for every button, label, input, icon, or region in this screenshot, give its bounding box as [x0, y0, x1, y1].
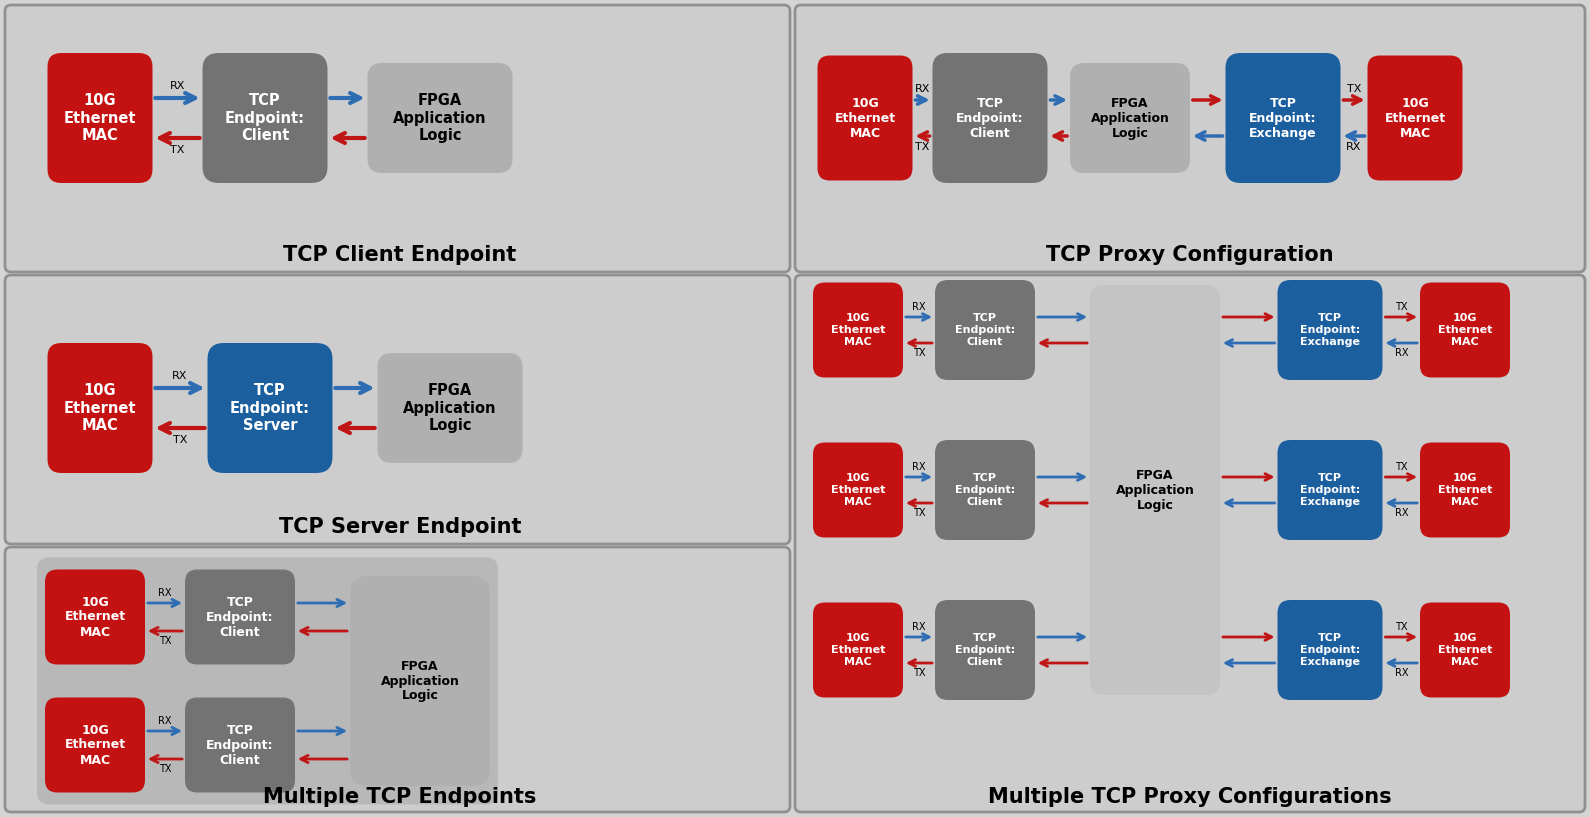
- Text: 10G
Ethernet
MAC: 10G Ethernet MAC: [64, 383, 137, 433]
- FancyBboxPatch shape: [1367, 56, 1463, 181]
- FancyBboxPatch shape: [935, 600, 1035, 700]
- Text: TCP
Endpoint:
Client: TCP Endpoint: Client: [226, 93, 305, 143]
- FancyBboxPatch shape: [5, 5, 790, 272]
- Text: TX: TX: [1394, 462, 1407, 472]
- Text: RX: RX: [159, 588, 172, 598]
- FancyBboxPatch shape: [1277, 600, 1382, 700]
- Text: 10G
Ethernet
MAC: 10G Ethernet MAC: [64, 93, 137, 143]
- Text: TX: TX: [1394, 622, 1407, 632]
- Text: TX: TX: [159, 636, 172, 646]
- Text: FPGA
Application
Logic: FPGA Application Logic: [1116, 468, 1194, 511]
- FancyBboxPatch shape: [377, 353, 523, 463]
- Text: TCP
Endpoint:
Server: TCP Endpoint: Server: [231, 383, 310, 433]
- Text: 10G
Ethernet
MAC: 10G Ethernet MAC: [832, 314, 886, 346]
- Text: RX: RX: [913, 462, 925, 472]
- Text: TCP Server Endpoint: TCP Server Endpoint: [278, 517, 522, 537]
- Text: 10G
Ethernet
MAC: 10G Ethernet MAC: [65, 724, 126, 766]
- FancyBboxPatch shape: [795, 5, 1585, 272]
- FancyBboxPatch shape: [812, 443, 903, 538]
- FancyBboxPatch shape: [812, 602, 903, 698]
- Text: RX: RX: [913, 302, 925, 312]
- Text: 10G
Ethernet
MAC: 10G Ethernet MAC: [1437, 633, 1491, 667]
- FancyBboxPatch shape: [1420, 283, 1510, 377]
- Text: RX: RX: [1394, 508, 1409, 518]
- Text: FPGA
Application
Logic: FPGA Application Logic: [393, 93, 487, 143]
- Text: 10G
Ethernet
MAC: 10G Ethernet MAC: [835, 96, 895, 140]
- FancyBboxPatch shape: [1070, 63, 1189, 173]
- FancyBboxPatch shape: [5, 275, 790, 544]
- Text: TCP
Endpoint:
Client: TCP Endpoint: Client: [956, 473, 1014, 507]
- FancyBboxPatch shape: [1277, 280, 1382, 380]
- Text: TX: TX: [1347, 84, 1361, 94]
- FancyBboxPatch shape: [1226, 53, 1340, 183]
- Text: TCP
Endpoint:
Client: TCP Endpoint: Client: [207, 596, 273, 639]
- Text: TX: TX: [913, 348, 925, 358]
- Text: 10G
Ethernet
MAC: 10G Ethernet MAC: [832, 633, 886, 667]
- Text: Multiple TCP Endpoints: Multiple TCP Endpoints: [264, 787, 537, 807]
- FancyBboxPatch shape: [812, 283, 903, 377]
- Text: TX: TX: [913, 508, 925, 518]
- FancyBboxPatch shape: [184, 569, 296, 664]
- Text: TCP Proxy Configuration: TCP Proxy Configuration: [1046, 245, 1334, 265]
- Text: TX: TX: [916, 142, 930, 152]
- Text: 10G
Ethernet
MAC: 10G Ethernet MAC: [1437, 473, 1491, 507]
- Text: TCP
Endpoint:
Exchange: TCP Endpoint: Exchange: [1301, 314, 1359, 346]
- Text: RX: RX: [170, 81, 184, 91]
- FancyBboxPatch shape: [795, 275, 1585, 812]
- Text: RX: RX: [172, 371, 188, 381]
- Text: TX: TX: [1394, 302, 1407, 312]
- FancyBboxPatch shape: [48, 53, 153, 183]
- FancyBboxPatch shape: [5, 547, 790, 812]
- FancyBboxPatch shape: [1277, 440, 1382, 540]
- FancyBboxPatch shape: [350, 576, 490, 786]
- Text: RX: RX: [1394, 668, 1409, 678]
- FancyBboxPatch shape: [1420, 602, 1510, 698]
- Text: TX: TX: [173, 435, 188, 445]
- FancyBboxPatch shape: [37, 557, 498, 805]
- FancyBboxPatch shape: [45, 569, 145, 664]
- FancyBboxPatch shape: [935, 280, 1035, 380]
- FancyBboxPatch shape: [935, 440, 1035, 540]
- FancyBboxPatch shape: [45, 698, 145, 792]
- Text: TCP
Endpoint:
Client: TCP Endpoint: Client: [956, 96, 1024, 140]
- Text: TX: TX: [913, 668, 925, 678]
- FancyBboxPatch shape: [1420, 443, 1510, 538]
- Text: RX: RX: [913, 622, 925, 632]
- Text: TCP
Endpoint:
Client: TCP Endpoint: Client: [207, 724, 273, 766]
- Text: RX: RX: [1394, 348, 1409, 358]
- Text: RX: RX: [159, 716, 172, 726]
- Text: FPGA
Application
Logic: FPGA Application Logic: [404, 383, 496, 433]
- FancyBboxPatch shape: [202, 53, 328, 183]
- FancyBboxPatch shape: [932, 53, 1048, 183]
- Text: TX: TX: [170, 145, 184, 155]
- Text: TCP
Endpoint:
Client: TCP Endpoint: Client: [956, 314, 1014, 346]
- FancyBboxPatch shape: [48, 343, 153, 473]
- Text: FPGA
Application
Logic: FPGA Application Logic: [1091, 96, 1169, 140]
- Text: 10G
Ethernet
MAC: 10G Ethernet MAC: [65, 596, 126, 639]
- Text: FPGA
Application
Logic: FPGA Application Logic: [380, 659, 460, 703]
- Text: TCP
Endpoint:
Exchange: TCP Endpoint: Exchange: [1250, 96, 1317, 140]
- Text: 10G
Ethernet
MAC: 10G Ethernet MAC: [1437, 314, 1491, 346]
- Text: TCP Client Endpoint: TCP Client Endpoint: [283, 245, 517, 265]
- FancyBboxPatch shape: [817, 56, 913, 181]
- FancyBboxPatch shape: [184, 698, 296, 792]
- Text: RX: RX: [1347, 142, 1361, 152]
- FancyBboxPatch shape: [208, 343, 332, 473]
- Text: RX: RX: [914, 84, 930, 94]
- Text: TCP
Endpoint:
Exchange: TCP Endpoint: Exchange: [1301, 633, 1359, 667]
- Text: Multiple TCP Proxy Configurations: Multiple TCP Proxy Configurations: [989, 787, 1391, 807]
- Text: TX: TX: [159, 764, 172, 774]
- Text: TCP
Endpoint:
Exchange: TCP Endpoint: Exchange: [1301, 473, 1359, 507]
- Text: TCP
Endpoint:
Client: TCP Endpoint: Client: [956, 633, 1014, 667]
- FancyBboxPatch shape: [367, 63, 512, 173]
- FancyBboxPatch shape: [1091, 285, 1220, 695]
- Text: 10G
Ethernet
MAC: 10G Ethernet MAC: [832, 473, 886, 507]
- Text: 10G
Ethernet
MAC: 10G Ethernet MAC: [1385, 96, 1445, 140]
